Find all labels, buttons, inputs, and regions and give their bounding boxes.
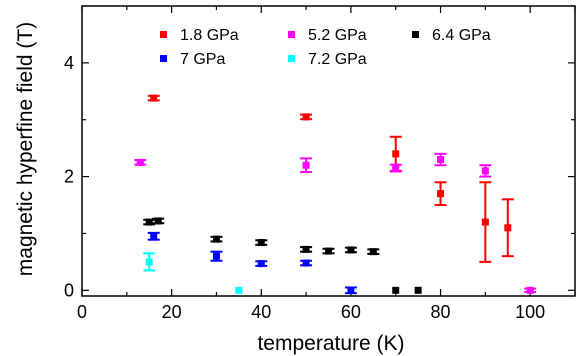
y-axis-label: magnetic hyperfine field (T) <box>14 22 37 276</box>
data-point <box>437 190 444 197</box>
data-point <box>303 260 310 267</box>
legend-swatch <box>288 31 295 38</box>
data-point <box>347 246 354 253</box>
data-point <box>213 253 220 260</box>
data-point <box>325 248 332 255</box>
y-tick-label: 2 <box>64 167 74 187</box>
legend-label: 1.8 GPa <box>180 27 239 44</box>
data-point <box>146 258 153 265</box>
data-point <box>258 260 265 267</box>
x-tick-label: 40 <box>251 302 271 322</box>
y-tick-label: 0 <box>64 280 74 300</box>
data-point <box>415 287 422 294</box>
data-point <box>137 159 144 166</box>
data-point <box>150 95 157 102</box>
data-point <box>437 156 444 163</box>
data-point <box>482 219 489 226</box>
data-point <box>146 219 153 226</box>
data-point <box>392 165 399 172</box>
data-point <box>155 217 162 224</box>
series-7-gpa <box>148 233 357 294</box>
data-point <box>303 246 310 253</box>
x-tick-label: 100 <box>515 302 545 322</box>
series-5.2-gpa <box>134 154 536 294</box>
data-point <box>303 162 310 169</box>
y-tick-label: 4 <box>64 53 74 73</box>
legend: 1.8 GPa 5.2 GPa 6.4 GPa 7 GPa 7.2 GPa <box>160 27 491 68</box>
series-7.2-gpa <box>143 253 242 293</box>
data-marks-layer <box>134 95 536 294</box>
legend-swatch <box>160 55 167 62</box>
data-point <box>347 287 354 294</box>
data-point <box>527 287 534 294</box>
legend-swatch <box>412 31 419 38</box>
legend-label: 6.4 GPa <box>432 27 491 44</box>
data-point <box>392 150 399 157</box>
data-point <box>370 248 377 255</box>
legend-label: 7.2 GPa <box>308 51 367 68</box>
x-tick-label: 80 <box>431 302 451 322</box>
x-tick-label: 0 <box>77 302 87 322</box>
legend-label: 5.2 GPa <box>308 27 367 44</box>
series-6.4-gpa <box>143 217 421 293</box>
legend-swatch <box>160 31 167 38</box>
series-1.8-gpa <box>148 95 514 262</box>
data-point <box>482 167 489 174</box>
x-tick-label: 60 <box>341 302 361 322</box>
x-tick-label: 20 <box>162 302 182 322</box>
data-point <box>258 239 265 246</box>
data-point <box>392 287 399 294</box>
data-point <box>150 233 157 240</box>
data-point <box>213 236 220 243</box>
legend-swatch <box>288 55 295 62</box>
legend-label: 7 GPa <box>180 51 225 68</box>
data-point <box>235 287 242 294</box>
x-axis-label: temperature (K) <box>257 332 404 355</box>
data-point <box>504 224 511 231</box>
data-point <box>303 113 310 120</box>
